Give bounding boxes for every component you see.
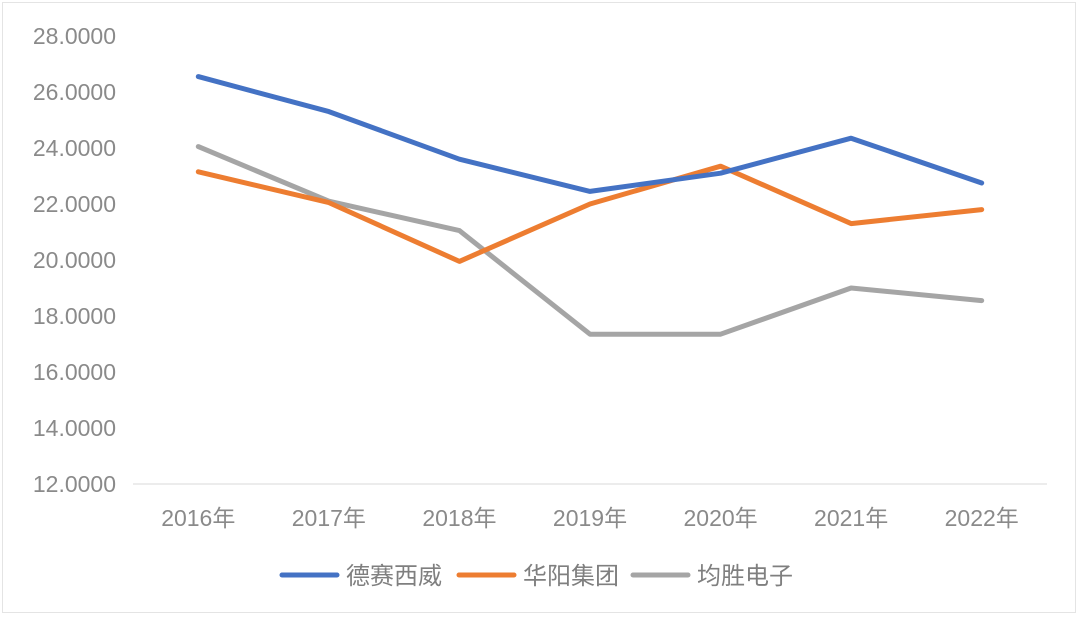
x-axis: 2016年 2017年 2018年 2019年 2020年 2021年 2022年 [133, 483, 1047, 531]
x-tick-label: 2019年 [553, 505, 627, 531]
y-axis: 12.0000 14.0000 16.0000 18.0000 20.0000 22.00… [33, 23, 116, 497]
x-tick-label: 2021年 [814, 505, 888, 531]
y-tick-label: 24.0000 [33, 135, 116, 161]
x-tick-label: 2020年 [683, 505, 757, 531]
y-tick-label: 20.0000 [33, 247, 116, 273]
series-line-2 [195, 163, 985, 264]
legend: 德赛西威 华阳集团 均胜电子 [279, 563, 793, 590]
series-line-3 [195, 144, 985, 337]
y-tick-label: 18.0000 [33, 303, 116, 329]
x-tick-label: 2017年 [292, 505, 366, 531]
y-tick-label: 26.0000 [33, 79, 116, 105]
x-tick-label: 2022年 [945, 505, 1019, 531]
y-tick-label: 12.0000 [33, 471, 116, 497]
y-tick-label: 14.0000 [33, 415, 116, 441]
y-tick-label: 22.0000 [33, 191, 116, 217]
y-tick-label: 28.0000 [33, 23, 116, 49]
series-line-1 [195, 74, 985, 194]
series-lines [195, 74, 985, 337]
legend-label: 德赛西威 [346, 563, 442, 590]
line-chart: 12.0000 14.0000 16.0000 18.0000 20.0000 22.00… [33, 23, 1047, 590]
legend-label: 华阳集团 [523, 563, 619, 590]
x-tick-label: 2018年 [422, 505, 496, 531]
y-tick-label: 16.0000 [33, 359, 116, 385]
x-tick-label: 2016年 [161, 505, 235, 531]
legend-label: 均胜电子 [697, 563, 793, 590]
